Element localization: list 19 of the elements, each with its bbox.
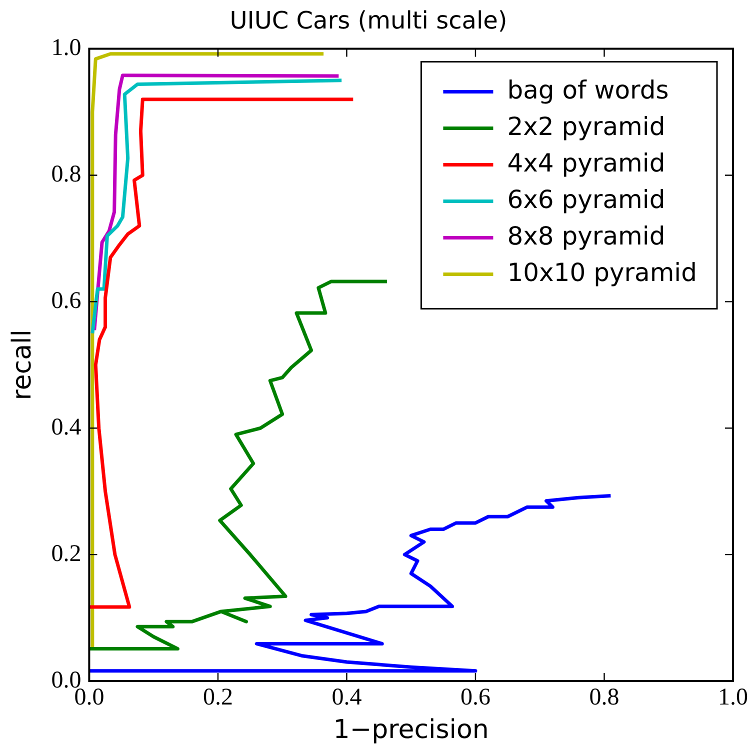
x-tick-label: 0.6 (460, 684, 490, 711)
x-tick-label: 0.8 (589, 684, 620, 711)
x-tick-label: 1.0 (718, 684, 748, 711)
y-tick-label: 0.6 (51, 288, 82, 314)
y-tick-label: 1.0 (51, 35, 82, 62)
legend-label: 10x10 pyramid (507, 258, 697, 287)
y-tick-label: 0.4 (51, 414, 82, 440)
chart-title: UIUC Cars (multi scale) (230, 6, 508, 35)
legend-label: 2x2 pyramid (507, 112, 666, 141)
x-tick-label: 0.2 (202, 684, 233, 711)
y-axis-title: recall (7, 330, 38, 400)
y-tick-label: 0.2 (51, 540, 82, 567)
legend-label: bag of words (507, 75, 669, 104)
y-tick-label: 0.8 (51, 162, 82, 188)
x-axis-title: 1−precision (333, 715, 489, 746)
x-tick-label: 0.4 (332, 684, 362, 711)
legend-label: 4x4 pyramid (507, 148, 666, 178)
legend-label: 6x6 pyramid (507, 184, 666, 214)
legend-label: 8x8 pyramid (507, 221, 666, 250)
